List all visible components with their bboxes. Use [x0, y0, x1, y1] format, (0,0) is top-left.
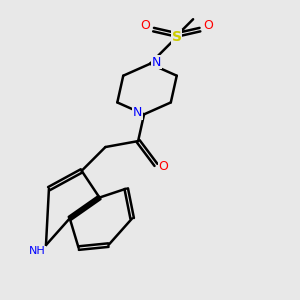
- Text: O: O: [158, 160, 168, 173]
- Text: N: N: [152, 56, 161, 69]
- Text: S: S: [172, 30, 182, 44]
- Text: N: N: [133, 106, 142, 119]
- Text: O: O: [141, 19, 151, 32]
- Text: NH: NH: [29, 246, 45, 256]
- Text: O: O: [203, 19, 213, 32]
